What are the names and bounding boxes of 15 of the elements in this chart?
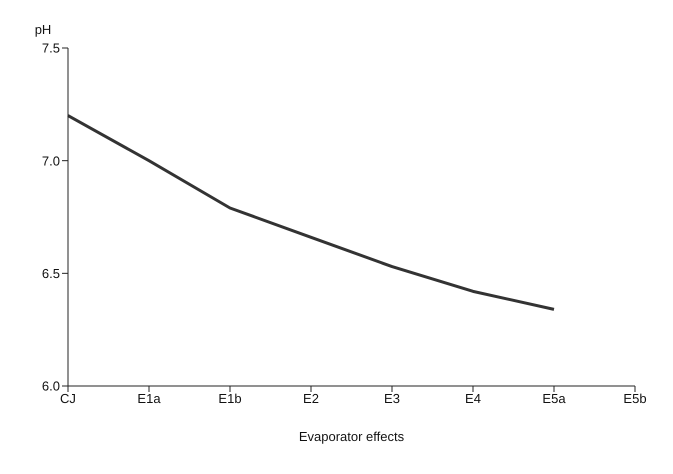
line-series [66, 114, 556, 311]
x-tick-label: E5a [542, 391, 566, 406]
x-tick-label: E5b [623, 391, 647, 406]
y-tick-label: 7.0 [42, 153, 60, 168]
x-axis-title: Evaporator effects [298, 429, 405, 444]
x-tick-label: E1b [218, 391, 242, 406]
y-tick-label: 7.5 [42, 40, 60, 56]
x-tick-label: E3 [384, 391, 400, 406]
x-tick-label: E1a [137, 391, 162, 406]
x-tick-label: E4 [465, 391, 481, 406]
y-axis-title: pH [34, 22, 52, 37]
y-tick-label: 6.5 [42, 266, 60, 281]
x-tick-label: CJ [60, 391, 76, 406]
y-tick-label: 6.0 [42, 378, 60, 394]
x-tick-label: E2 [303, 391, 319, 406]
